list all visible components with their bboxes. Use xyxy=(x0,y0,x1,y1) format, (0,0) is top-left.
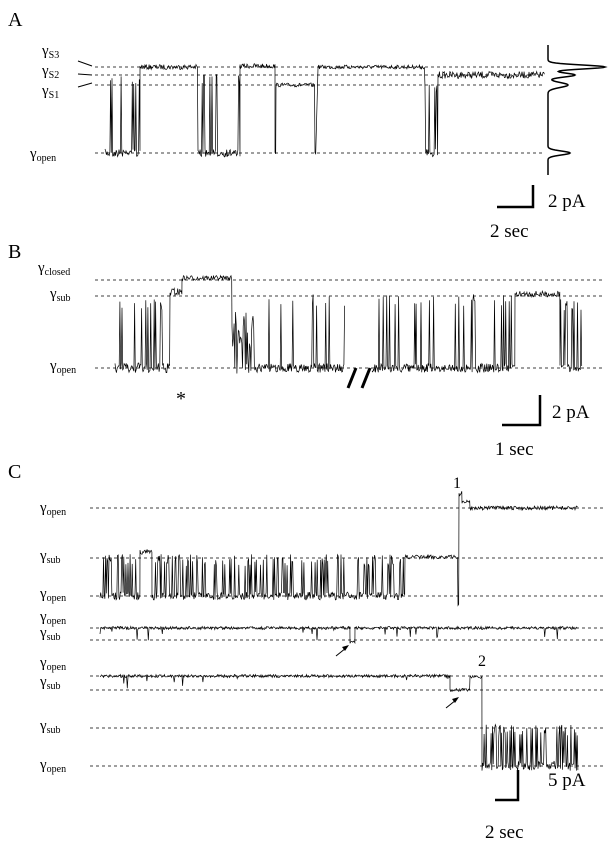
histogram xyxy=(547,45,608,175)
level-subscript: open xyxy=(47,616,66,627)
current-trace xyxy=(371,290,583,374)
scale-time: 2 sec xyxy=(485,822,524,843)
scale-time: 1 sec xyxy=(495,439,534,460)
current-trace xyxy=(99,625,578,645)
level-label: γopen xyxy=(29,146,56,164)
level-symbol: γ xyxy=(39,586,47,602)
level-label: γopen xyxy=(39,586,66,604)
level-subscript: sub xyxy=(57,293,71,304)
panel-label: C xyxy=(8,461,21,483)
current-trace xyxy=(99,491,578,607)
arrow xyxy=(335,647,457,709)
level-symbol: γ xyxy=(39,625,47,641)
scale-current: 2 pA xyxy=(548,191,586,212)
level-label: γopen xyxy=(39,757,66,775)
panel-label: B xyxy=(8,241,21,263)
panel-label: A xyxy=(8,9,23,31)
level-symbol: γ xyxy=(49,358,57,374)
level-symbol: γ xyxy=(37,260,45,276)
level-label: γS3 xyxy=(41,43,59,61)
level-label: γsub xyxy=(39,548,61,566)
level-symbol: γ xyxy=(39,609,47,625)
level-symbol: γ xyxy=(41,63,49,79)
level-subscript: open xyxy=(47,662,66,673)
level-label: γopen xyxy=(39,500,66,518)
current-trace xyxy=(114,274,345,374)
scale-time: 2 sec xyxy=(490,221,529,242)
scale-bar xyxy=(497,185,535,209)
level-subscript: sub xyxy=(47,681,61,692)
break-mark xyxy=(346,367,372,389)
level-label: γclosed xyxy=(37,260,70,278)
current-trace xyxy=(104,63,545,158)
level-label: γS1 xyxy=(41,83,59,101)
current-trace xyxy=(99,673,579,771)
annotation: 1 xyxy=(453,475,461,492)
level-subscript: open xyxy=(57,365,76,376)
level-symbol: γ xyxy=(39,674,47,690)
level-subscript: closed xyxy=(45,267,71,278)
level-subscript: open xyxy=(37,153,56,164)
level-label: γopen xyxy=(39,655,66,673)
level-subscript: sub xyxy=(47,725,61,736)
level-label: γsub xyxy=(49,286,71,304)
level-symbol: γ xyxy=(29,146,37,162)
annotation: 2 xyxy=(478,653,486,670)
level-subscript: S2 xyxy=(49,70,60,81)
scale-current: 2 pA xyxy=(552,402,590,423)
level-subscript: sub xyxy=(47,632,61,643)
level-symbol: γ xyxy=(41,83,49,99)
leader-line xyxy=(77,60,93,88)
level-symbol: γ xyxy=(39,548,47,564)
level-symbol: γ xyxy=(41,43,49,59)
scale-current: 5 pA xyxy=(548,770,586,791)
level-symbol: γ xyxy=(39,718,47,734)
annotation: * xyxy=(176,388,186,410)
level-subscript: S3 xyxy=(49,50,60,61)
level-subscript: open xyxy=(47,764,66,775)
level-subscript: sub xyxy=(47,555,61,566)
scale-bar xyxy=(502,395,542,427)
level-label: γsub xyxy=(39,625,61,643)
level-symbol: γ xyxy=(39,757,47,773)
level-label: γsub xyxy=(39,718,61,736)
level-symbol: γ xyxy=(49,286,57,302)
arrow-head xyxy=(342,645,459,703)
level-label: γsub xyxy=(39,674,61,692)
level-subscript: open xyxy=(47,507,66,518)
level-label: γopen xyxy=(39,609,66,627)
level-symbol: γ xyxy=(39,500,47,516)
level-symbol: γ xyxy=(39,655,47,671)
level-label: γopen xyxy=(49,358,76,376)
level-label: γS2 xyxy=(41,63,59,81)
level-subscript: open xyxy=(47,593,66,604)
scale-bar xyxy=(495,770,520,802)
level-subscript: S1 xyxy=(49,90,60,101)
